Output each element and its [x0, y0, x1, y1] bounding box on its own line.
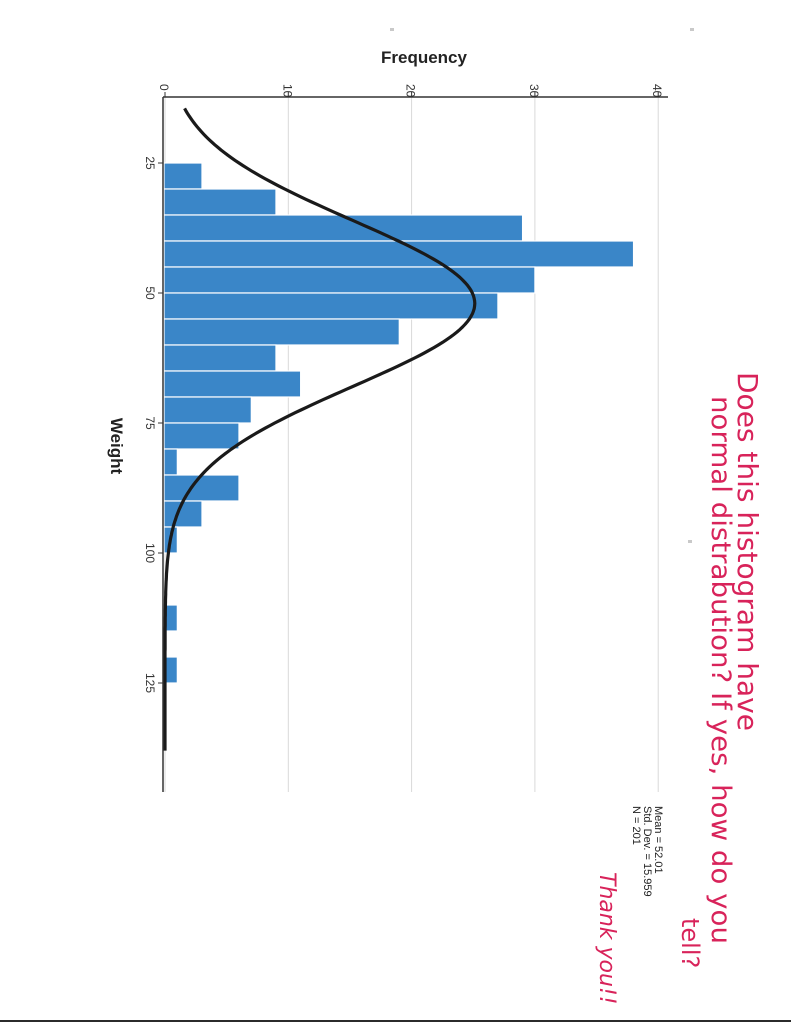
note-line-1: Does this histogram have — [731, 372, 764, 731]
x-tick-label: 125 — [143, 673, 157, 693]
histogram-bar — [163, 474, 240, 502]
scan-speck — [690, 28, 694, 31]
y-axis-title: Frequency — [381, 48, 468, 67]
x-tick-label: 100 — [143, 543, 157, 563]
scan-speck — [390, 28, 394, 31]
chart-axes — [158, 92, 668, 792]
note-line-3: tell? — [676, 918, 704, 968]
histogram-bar — [163, 448, 178, 476]
histogram-bar — [163, 396, 252, 424]
x-tick-label: 75 — [143, 416, 157, 430]
histogram-bar — [163, 344, 277, 372]
stats-mean: Mean = 52.01 — [652, 806, 664, 874]
y-tick-label: 20 — [404, 84, 418, 98]
note-line-2: normal distrabution? If yes, how do you — [705, 396, 736, 944]
handwritten-note: Does this histogram have normal distrabu… — [594, 372, 764, 1005]
y-tick-label: 0 — [157, 84, 171, 91]
stats-n: N = 201 — [630, 806, 642, 845]
histogram-bar — [163, 266, 536, 294]
stats-box: Mean = 52.01 Std. Dev. = 15.959 N = 201 — [630, 806, 664, 897]
note-line-4: Thank you!! — [594, 872, 619, 1005]
normal-curve-layer — [163, 107, 477, 751]
chart-tick-labels: 0 10 20 30 40 25 50 75 100 125 — [143, 84, 664, 693]
histogram-bar — [163, 292, 499, 320]
y-tick-label: 10 — [280, 84, 294, 98]
scan-edge — [0, 1020, 791, 1022]
histogram-bar — [163, 422, 240, 450]
normal-curve — [163, 107, 477, 751]
x-tick-label: 50 — [143, 286, 157, 300]
stats-std: Std. Dev. = 15.959 — [641, 806, 653, 897]
histogram-bar — [163, 214, 524, 242]
y-tick-label: 40 — [650, 84, 664, 98]
y-tick-label: 30 — [527, 84, 541, 98]
histogram-bar — [163, 370, 302, 398]
scan-speck — [688, 540, 692, 543]
x-axis-title: Weight — [107, 418, 126, 475]
x-tick-label: 25 — [143, 156, 157, 170]
histogram-bar — [163, 318, 400, 346]
histogram-bar — [163, 188, 277, 216]
histogram-bar — [163, 162, 203, 190]
histogram-bar — [163, 240, 635, 268]
